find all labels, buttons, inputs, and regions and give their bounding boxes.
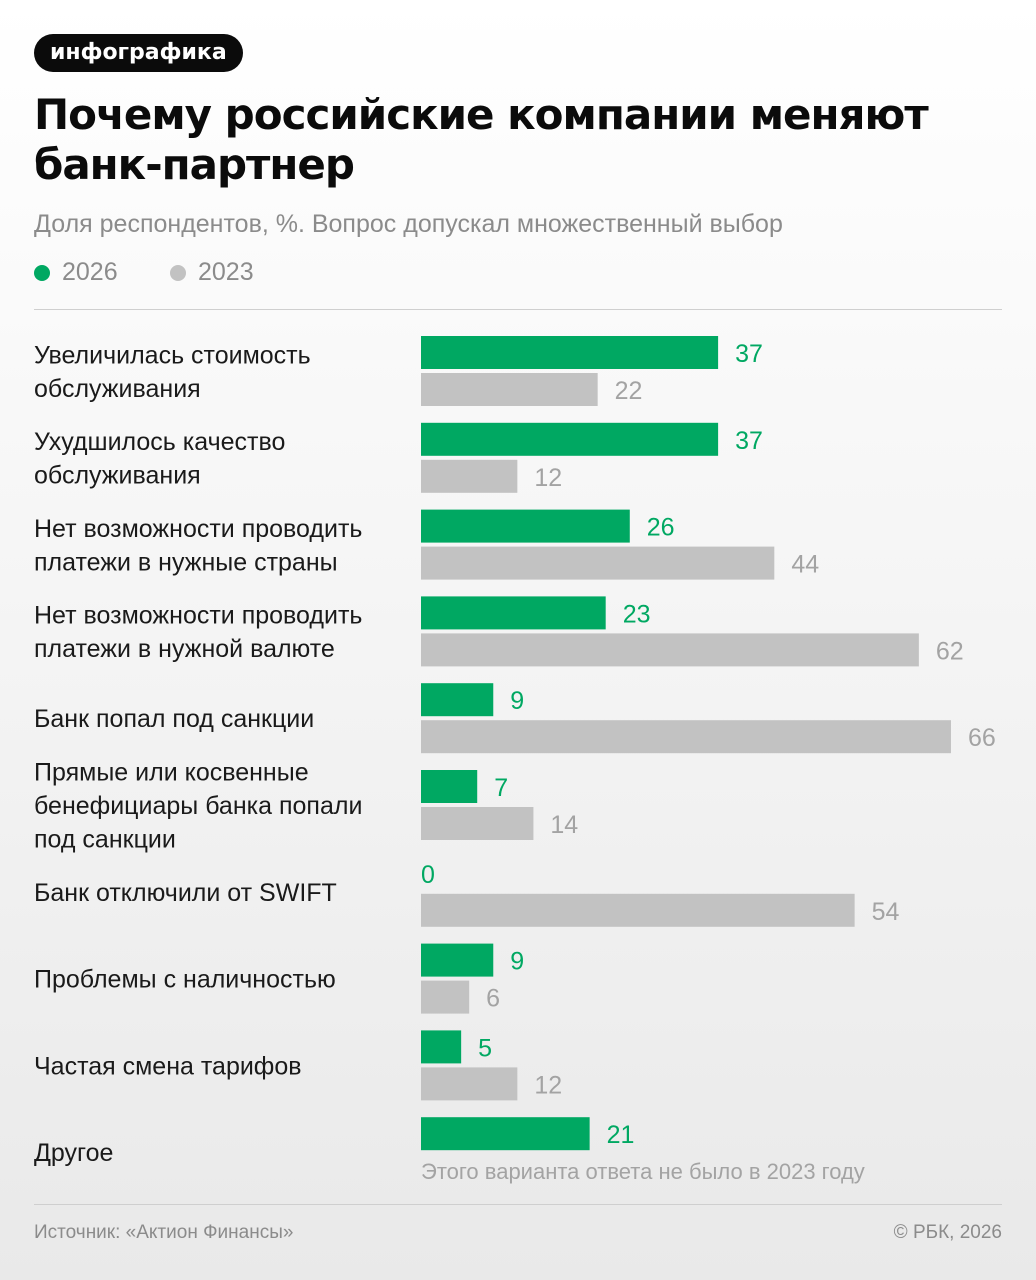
legend-item-2023: 2023 (170, 257, 254, 287)
category-label-line: Частая смена тарифов (34, 1052, 302, 1080)
category-label-line: Банк отключили от SWIFT (34, 879, 337, 907)
bar-2026 (421, 1030, 462, 1064)
category-label-line: Ухудшилось качество (34, 428, 285, 456)
category-label: Другое (34, 1139, 113, 1167)
category-label: Прямые или косвенные бенефициары банка по… (34, 759, 362, 854)
legend-label-2023: 2023 (198, 258, 254, 286)
bar-chart: Увеличилась стоимость обслуживания 37 22 Уху… (34, 336, 996, 1184)
bar-2023 (421, 893, 855, 927)
bar-2026 (421, 596, 606, 630)
category-label: Увеличилась стоимость обслуживания (34, 341, 311, 403)
bar-2023 (421, 633, 919, 667)
category-label-line: платежи в нужные страны (34, 548, 338, 576)
value-label-2026: 23 (623, 600, 651, 628)
bottom-divider (34, 1204, 1002, 1205)
category-label-line: Проблемы с наличностью (34, 966, 336, 994)
legend-label-2026: 2026 (62, 258, 118, 286)
category-label-line: платежи в нужной валюте (34, 635, 335, 663)
category-label-line: Другое (34, 1139, 113, 1167)
bar-2023 (421, 546, 775, 580)
value-label-2023: 6 (486, 985, 500, 1013)
value-label-2026: 5 (478, 1034, 492, 1062)
category-label: Ухудшилось качество обслуживания (34, 428, 285, 490)
value-label-2026: 9 (510, 687, 524, 715)
category-label: Проблемы с наличностью (34, 966, 336, 994)
value-label-2026: 37 (735, 340, 763, 368)
category-label-line: Нет возможности проводить (34, 602, 362, 630)
bar-2026 (421, 336, 719, 369)
category-label: Нет возможности проводить платежи в нужны… (34, 515, 362, 577)
category-label-line: Прямые или косвенные (34, 759, 309, 787)
bar-2026 (421, 509, 630, 543)
bar-2026 (421, 770, 478, 803)
category-label-line: обслуживания (34, 375, 201, 403)
value-label-2023: 44 (791, 551, 819, 579)
copyright: © РБК, 2026 (893, 1222, 1002, 1243)
value-label-2023: 62 (936, 637, 964, 665)
bar-2026 (421, 943, 494, 977)
legend-dot-2026-icon (34, 265, 50, 281)
category-label-line: Нет возможности проводить (34, 515, 362, 543)
value-label-2023: 22 (615, 377, 643, 405)
source-note: Источник: «Актион Финансы» (34, 1222, 294, 1243)
category-label-line: под санкции (34, 826, 176, 854)
value-label-2023: 14 (550, 811, 578, 839)
chart-title: Почему российские компании меняют банк-п… (34, 90, 929, 189)
category-label-line: Банк попал под санкции (34, 705, 314, 733)
bar-2026 (421, 422, 719, 456)
bar-2026 (421, 1117, 590, 1151)
category-label-line: бенефициары банка попали (34, 792, 362, 820)
bar-2023 (421, 1067, 518, 1101)
value-label-2023: 12 (534, 1071, 562, 1099)
bar-2023 (421, 373, 598, 406)
category-label: Нет возможности проводить платежи в нужно… (34, 602, 362, 664)
category-label: Частая смена тарифов (34, 1052, 302, 1080)
value-label-2023: 66 (968, 724, 996, 752)
category-label: Банк отключили от SWIFT (34, 879, 337, 907)
infographic-badge: инфографика (34, 34, 243, 72)
category-label: Банк попал под санкции (34, 705, 314, 733)
category-label-line: обслуживания (34, 462, 201, 490)
value-label-2023: 54 (872, 898, 900, 926)
annotation-note: Этого варианта ответа не было в 2023 год… (421, 1159, 865, 1184)
bar-2023 (421, 807, 534, 840)
top-divider (34, 309, 1002, 310)
value-label-2023: 12 (534, 464, 562, 492)
legend-item-2026: 2026 (34, 257, 118, 287)
category-label-line: Увеличилась стоимость (34, 341, 311, 369)
value-label-2026: 26 (647, 514, 675, 542)
value-label-2026: 0 (421, 861, 435, 889)
value-label-2026: 37 (735, 427, 763, 455)
bar-2023 (421, 980, 470, 1014)
bar-2023 (421, 720, 951, 754)
chart-subtitle: Доля респондентов, %. Вопрос допускал мн… (34, 210, 783, 238)
value-label-2026: 21 (607, 1121, 635, 1149)
value-label-2026: 7 (494, 774, 508, 802)
bar-2023 (421, 459, 518, 493)
value-label-2026: 9 (510, 948, 524, 976)
bar-2026 (421, 683, 494, 717)
legend-dot-2023-icon (170, 265, 186, 281)
